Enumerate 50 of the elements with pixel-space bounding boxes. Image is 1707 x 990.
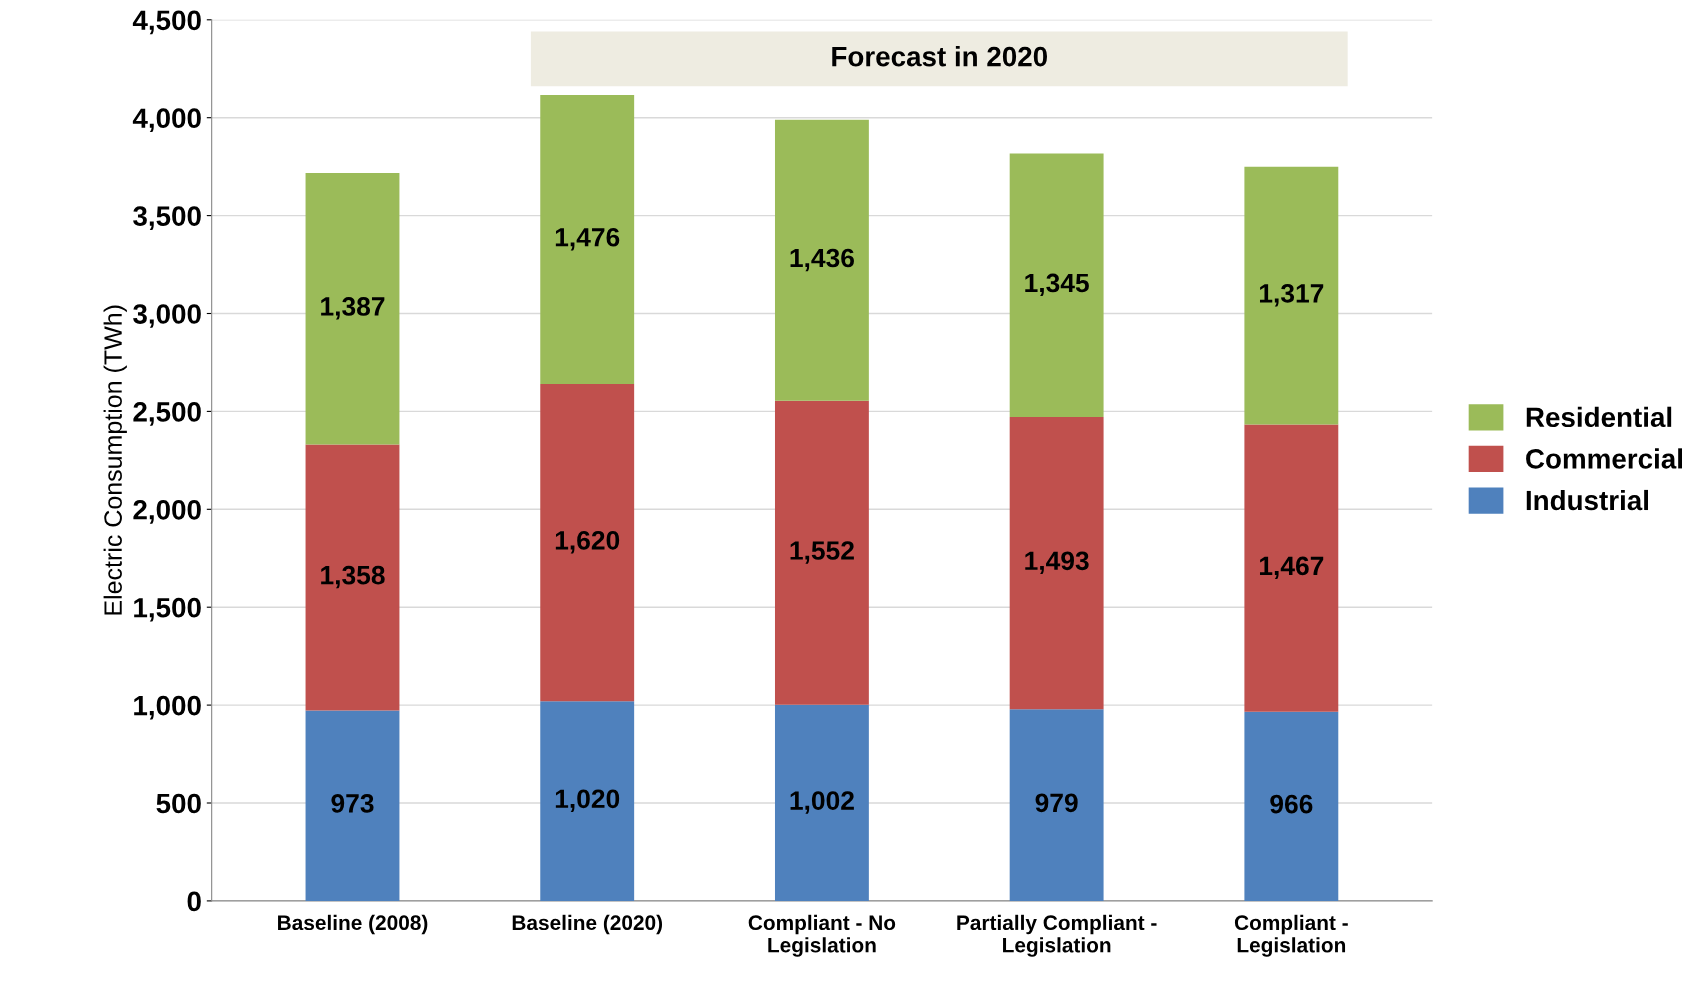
annotation: Forecast in 2020 xyxy=(832,46,1047,67)
x-tick-label: Compliant - Legislation xyxy=(1234,914,1348,957)
bar xyxy=(540,701,635,901)
bar xyxy=(774,400,869,705)
bar xyxy=(305,710,400,901)
data-label: 1,476 xyxy=(555,227,620,251)
y-tick-label: 3,500 xyxy=(133,206,201,230)
data-label: 1,317 xyxy=(1259,283,1324,307)
bar xyxy=(774,704,869,901)
data-label: 1,358 xyxy=(321,565,385,589)
data-label: 1,345 xyxy=(1025,273,1089,297)
y-tick-label: 3,000 xyxy=(133,304,201,328)
y-tick-label: 1,500 xyxy=(134,597,201,622)
legend-label: Industrial xyxy=(1526,489,1648,511)
bar xyxy=(540,383,635,702)
data-label: 1,493 xyxy=(1025,551,1089,574)
y-tick-label: 4,000 xyxy=(132,108,201,133)
y-axis-title: Electric Consumption (TWh) xyxy=(103,305,127,615)
y-tick-label: 500 xyxy=(156,793,201,814)
y-tick-label: 1,000 xyxy=(134,695,201,720)
bar xyxy=(305,172,400,445)
bar xyxy=(305,444,400,711)
y-tick-label: 0 xyxy=(187,891,201,912)
bar xyxy=(1244,424,1339,712)
data-label: 1,552 xyxy=(790,541,854,564)
bar xyxy=(1009,153,1104,417)
data-label: 1,620 xyxy=(555,530,620,554)
x-tick-label: Baseline (2008) xyxy=(278,914,428,935)
x-tick-label: Baseline (2020) xyxy=(512,914,663,935)
bar xyxy=(1244,166,1339,425)
y-tick-label: 2,500 xyxy=(133,402,201,426)
bar xyxy=(774,119,869,401)
data-label: 1,387 xyxy=(321,297,385,320)
data-label: 1,436 xyxy=(790,248,854,272)
x-tick-label: Partially Compliant - Legislation xyxy=(957,914,1157,957)
legend-label: Commercial xyxy=(1526,448,1682,469)
data-label: 979 xyxy=(1035,793,1078,813)
data-label: 1,020 xyxy=(555,789,620,812)
data-label: 1,467 xyxy=(1259,556,1324,580)
x-tick-label: Compliant - No Legislation xyxy=(748,914,896,957)
data-label: 1,002 xyxy=(790,791,854,814)
data-label: 966 xyxy=(1270,794,1313,814)
legend-label: Residential xyxy=(1526,406,1672,428)
bar xyxy=(1244,711,1339,901)
bar xyxy=(1009,416,1104,710)
y-tick-label: 2,000 xyxy=(133,499,201,524)
bar xyxy=(540,94,635,384)
data-label: 973 xyxy=(331,794,374,813)
bar xyxy=(1009,709,1104,901)
y-tick-label: 4,500 xyxy=(132,10,201,35)
